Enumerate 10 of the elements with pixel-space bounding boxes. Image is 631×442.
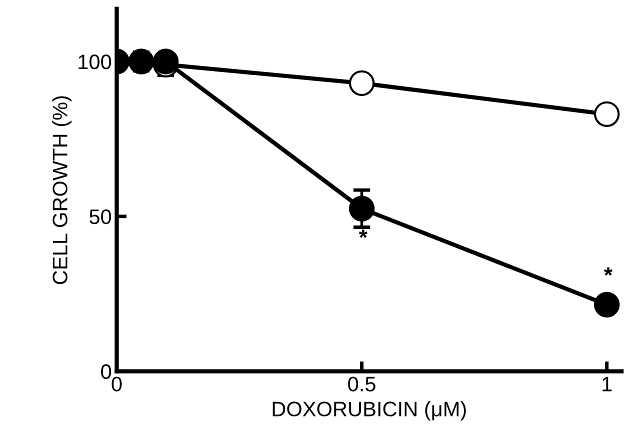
annotation: * [358,230,368,238]
x-tick-label: 0 [112,376,122,392]
y-axis-title: CELL GROWTH (%) [52,96,72,284]
x-tick-label: 1 [602,376,612,392]
x-axis-title: DOXORUBICIN (μM) [272,401,466,421]
y-tick-label: 0 [101,364,112,380]
annotation: * [604,267,613,276]
y-tick-label: 50 [90,209,112,224]
y-tick-label: 100 [78,54,112,70]
x-tick-label: 0.5 [348,376,376,392]
